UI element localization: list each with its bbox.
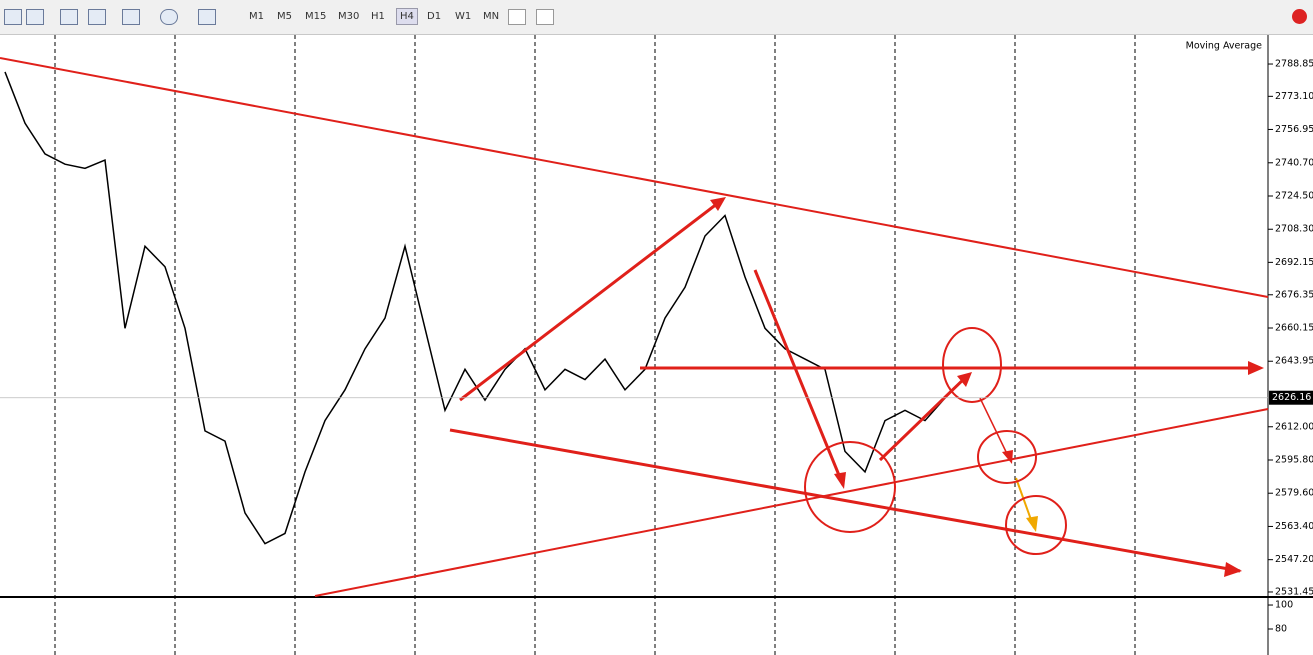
new-chart-button[interactable] [122, 9, 140, 25]
toolbar: M1 M5 M15 M30 H1 H4 D1 W1 MN [0, 0, 1313, 35]
timeframe-button[interactable]: M5 [277, 11, 292, 22]
y-tick-label: 2643.95 [1275, 356, 1313, 367]
y-tick-label: 2676.35 [1275, 289, 1313, 300]
templates-button[interactable] [198, 9, 216, 25]
crosshair-button[interactable] [536, 9, 554, 25]
current-price-box [1269, 390, 1313, 405]
timeframe-button[interactable]: MN [483, 11, 500, 22]
annotations [0, 57, 1269, 597]
y-tick-label: 2788.85 [1275, 59, 1313, 70]
tile-button[interactable] [26, 9, 44, 25]
timeframe-button[interactable]: W1 [455, 11, 472, 22]
y-tick-label: 2756.95 [1275, 124, 1313, 135]
timeframe-button[interactable]: M15 [305, 11, 327, 22]
plot-area [0, 35, 1268, 655]
y-tick-label: 2563.40 [1275, 521, 1313, 532]
timeframe-button[interactable]: M1 [249, 11, 264, 22]
y-tick-label: 2708.30 [1275, 224, 1313, 235]
y-tick-label: 2660.15 [1275, 322, 1313, 333]
y-tick-label: 2692.15 [1275, 257, 1313, 268]
timeframe-button[interactable]: D1 [427, 11, 442, 22]
osc-tick-label: 100 [1275, 600, 1293, 611]
y-tick-label: 2579.60 [1275, 488, 1313, 499]
y-tick-label: 2531.45 [1275, 586, 1313, 597]
y-tick-label: 2724.50 [1275, 191, 1313, 202]
osc-tick-label: 80 [1275, 623, 1287, 634]
timeframe-button[interactable]: M30 [338, 11, 360, 22]
notification-badge[interactable] [1292, 9, 1307, 24]
timeframe-button[interactable]: H1 [371, 11, 385, 22]
timeframe-button[interactable]: H4 [396, 8, 418, 25]
cursor-button[interactable] [508, 9, 526, 25]
current-price-label: 2626.16 [1272, 392, 1311, 403]
periods-button[interactable] [160, 9, 178, 25]
arrow-heads [710, 197, 1264, 577]
bar-chart-button[interactable] [60, 9, 78, 25]
indicator-label: Moving Average [1186, 41, 1263, 52]
y-tick-label: 2773.10 [1275, 91, 1313, 102]
y-tick-label: 2612.00 [1275, 421, 1313, 432]
zoom-button[interactable] [4, 9, 22, 25]
chart: Moving Average 2788.85 2773.10 2756.95 2740… [0, 35, 1313, 655]
y-tick-label: 2547.20 [1275, 554, 1313, 565]
candle-button[interactable] [88, 9, 106, 25]
y-tick-label: 2595.80 [1275, 454, 1313, 465]
y-tick-label: 2740.70 [1275, 157, 1313, 168]
